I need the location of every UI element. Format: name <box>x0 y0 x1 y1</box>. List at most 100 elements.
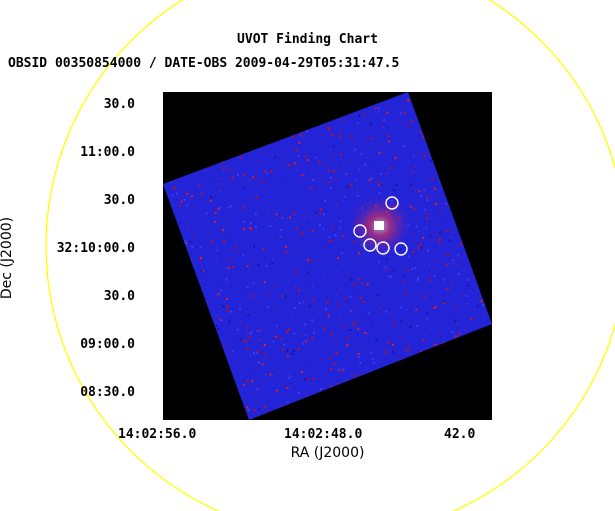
noise-speck <box>403 274 406 277</box>
noise-speck <box>342 167 344 169</box>
noise-speck <box>339 135 342 138</box>
noise-speck <box>352 295 354 297</box>
noise-speck <box>224 112 226 114</box>
noise-speck <box>168 257 170 258</box>
noise-speck <box>345 119 346 121</box>
noise-speck <box>376 380 379 382</box>
noise-speck <box>453 112 456 115</box>
noise-speck <box>212 350 215 353</box>
noise-speck <box>477 400 480 403</box>
noise-speck <box>204 312 206 314</box>
noise-speck <box>488 408 491 411</box>
noise-speck <box>255 225 257 228</box>
noise-speck <box>429 159 432 162</box>
noise-speck <box>317 177 319 179</box>
noise-speck <box>336 166 337 168</box>
noise-speck <box>458 134 460 136</box>
noise-speck <box>341 252 344 255</box>
noise-speck <box>334 170 335 172</box>
noise-speck <box>405 350 406 352</box>
noise-speck <box>269 129 272 132</box>
noise-speck <box>433 118 436 121</box>
noise-speck <box>192 264 194 266</box>
noise-speck <box>217 207 220 210</box>
noise-speck <box>368 178 371 181</box>
noise-speck <box>357 374 359 375</box>
noise-speck <box>215 360 218 363</box>
noise-speck <box>460 258 462 260</box>
noise-speck <box>322 227 325 230</box>
noise-speck <box>296 165 298 166</box>
noise-speck <box>186 285 189 288</box>
noise-speck <box>310 399 312 401</box>
noise-speck <box>307 245 309 247</box>
noise-speck <box>424 227 427 230</box>
noise-speck <box>241 119 243 121</box>
noise-speck <box>252 352 255 355</box>
noise-speck <box>455 309 457 310</box>
noise-speck <box>292 127 294 129</box>
noise-speck <box>474 374 476 376</box>
noise-speck <box>251 260 253 262</box>
noise-speck <box>228 169 231 172</box>
noise-speck <box>218 172 220 173</box>
noise-speck <box>286 153 288 155</box>
noise-speck <box>490 110 492 113</box>
noise-speck <box>425 124 426 126</box>
noise-speck <box>424 297 427 300</box>
noise-speck <box>491 263 492 265</box>
noise-speck <box>261 180 264 183</box>
uvot-exposure-field <box>163 92 492 420</box>
noise-speck <box>456 197 458 199</box>
noise-speck <box>488 127 489 129</box>
noise-speck <box>269 355 271 357</box>
noise-speck <box>219 138 221 140</box>
noise-speck <box>227 96 229 98</box>
noise-speck <box>183 292 186 295</box>
noise-speck <box>301 342 304 345</box>
noise-speck <box>165 274 168 277</box>
noise-speck <box>322 92 325 95</box>
noise-speck <box>312 377 315 380</box>
noise-speck <box>453 199 455 201</box>
noise-speck <box>201 363 203 365</box>
noise-speck <box>461 199 463 201</box>
noise-speck <box>196 294 198 296</box>
noise-speck <box>236 390 239 392</box>
noise-speck <box>442 301 445 304</box>
noise-speck <box>191 194 194 197</box>
noise-speck <box>173 326 176 329</box>
noise-speck <box>472 321 474 323</box>
noise-speck <box>352 323 355 326</box>
noise-speck <box>193 410 195 412</box>
noise-speck <box>317 107 319 109</box>
noise-speck <box>358 114 361 117</box>
noise-speck <box>326 416 329 419</box>
noise-speck <box>309 109 312 112</box>
noise-speck <box>418 230 420 232</box>
noise-speck <box>430 379 433 382</box>
noise-speck <box>323 162 325 164</box>
noise-speck <box>199 159 201 162</box>
noise-speck <box>381 93 382 95</box>
noise-speck <box>416 279 419 282</box>
noise-speck <box>289 107 292 110</box>
noise-speck <box>416 102 418 103</box>
noise-speck <box>391 129 392 131</box>
noise-speck <box>310 382 312 384</box>
noise-speck <box>243 206 246 209</box>
noise-speck <box>339 220 342 223</box>
noise-speck <box>320 388 323 390</box>
noise-speck <box>438 195 440 197</box>
noise-speck <box>315 401 317 403</box>
noise-speck <box>300 401 302 403</box>
noise-speck <box>430 273 432 275</box>
noise-speck <box>249 180 251 182</box>
noise-speck <box>317 218 319 220</box>
noise-speck <box>288 376 291 379</box>
noise-speck <box>315 156 318 159</box>
noise-speck <box>454 374 456 376</box>
noise-speck <box>474 252 476 254</box>
noise-speck <box>239 156 242 159</box>
noise-speck <box>211 176 213 178</box>
